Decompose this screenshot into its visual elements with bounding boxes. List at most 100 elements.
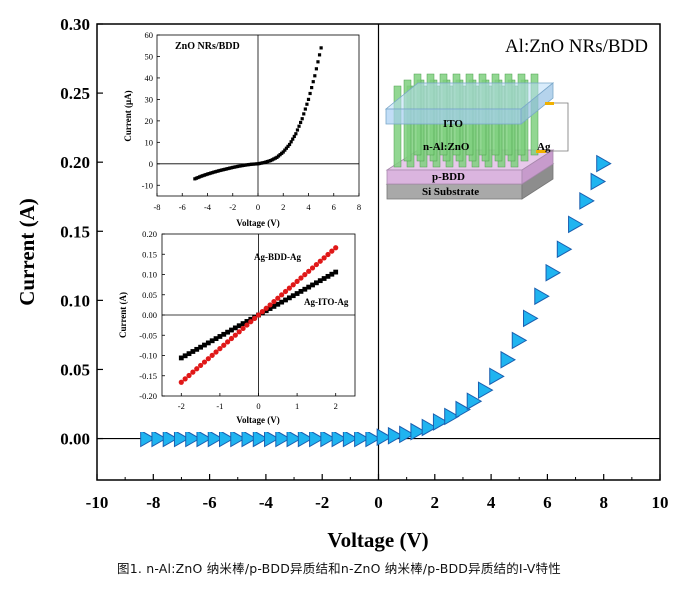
inset2-point-ag-ito-ag (217, 334, 223, 339)
inset2-point-ag-bdd-ag (240, 325, 246, 332)
main-x-tick-label: 10 (652, 493, 669, 512)
inset1-x-tick-label: -8 (153, 202, 160, 212)
inset2-point-ag-bdd-ag (232, 332, 238, 338)
main-y-tick-label: 0.30 (60, 15, 90, 34)
inset1-data-point (295, 128, 300, 132)
main-x-tick-label: -4 (259, 493, 274, 512)
main-y-tick-label: 0.10 (60, 291, 90, 310)
pbdd-label: p-BDD (432, 171, 465, 183)
inset1-y-tick-label: 30 (145, 94, 154, 104)
inset2-point-ag-bdd-ag (313, 261, 319, 268)
inset1-data-point (289, 140, 293, 144)
inset2-point-ag-ito-ag (310, 282, 315, 288)
inset2-point-ag-bdd-ag (213, 349, 219, 355)
main-data-point (489, 367, 505, 386)
inset2-y-tick-label: 0.20 (142, 229, 157, 239)
inset2-point-ag-ito-ag (302, 286, 308, 292)
inset2-point-ag-bdd-ag (298, 275, 304, 281)
inset2-point-ag-bdd-ag (217, 346, 223, 352)
inset2-point-ag-ito-ag (225, 329, 231, 335)
inset2-point-ag-ito-ag (178, 355, 184, 361)
inset2-point-ag-bdd-ag (190, 369, 196, 375)
inset2-point-ag-ito-ag (275, 301, 281, 307)
main-x-tick-label: 8 (599, 493, 608, 512)
inset1-y-tick-label: 60 (145, 30, 154, 40)
main-y-tick-label: 0.00 (60, 430, 90, 449)
inset2-x-tick-label: 2 (334, 401, 338, 411)
ag-contact-top (545, 102, 554, 105)
inset2-point-ag-ito-ag (317, 278, 323, 284)
inset1-y-tick-label: 40 (145, 73, 154, 83)
inset2-y-axis-label: Current (A) (118, 292, 128, 338)
main-data-point (173, 429, 190, 448)
inset2-point-ag-ito-ag (236, 323, 242, 329)
main-data-point (579, 192, 595, 210)
inset2-point-ag-bdd-ag (244, 322, 250, 328)
inset2-point-ag-bdd-ag (302, 272, 308, 278)
inset1-data-point (291, 137, 295, 141)
inset2-point-ag-bdd-ag (209, 352, 215, 358)
ito-label: ITO (443, 118, 463, 130)
inset1-x-tick-label: -2 (229, 202, 236, 212)
inset2-point-ag-bdd-ag (201, 359, 208, 365)
nrs-label: n-Al:ZnO (423, 141, 470, 153)
ag-label: Ag (537, 141, 551, 153)
inset2-point-ag-ito-ag (213, 336, 219, 342)
inset2-point-ag-ito-ag (279, 299, 285, 305)
nanorod (393, 85, 402, 168)
main-data-point (275, 429, 291, 448)
main-data-point (151, 429, 167, 448)
inset1-data-point (308, 91, 312, 96)
main-chart-title: Al:ZnO NRs/BDD (505, 36, 648, 57)
inset1-data-point (319, 46, 323, 50)
pbdd-side (521, 149, 554, 185)
inset2-point-ag-bdd-ag (333, 245, 339, 251)
inset2-point-ag-bdd-ag (286, 285, 292, 291)
inset1-x-tick-label: -6 (179, 202, 186, 212)
inset2-point-ag-bdd-ag (228, 335, 235, 342)
inset2-point-ag-ito-ag (283, 297, 288, 303)
inset2-x-tick-label: 0 (256, 401, 260, 411)
inset2-point-ag-ito-ag (267, 306, 273, 311)
main-data-point (596, 154, 612, 173)
inset2-point-ag-bdd-ag (194, 366, 200, 372)
inset1-data-point (317, 53, 322, 57)
main-x-tick-label: 4 (487, 493, 496, 512)
main-data-point (500, 350, 516, 369)
inset2-point-ag-bdd-ag (263, 305, 269, 311)
inset2-point-ag-ito-ag (314, 280, 319, 286)
inset2-point-ag-ito-ag (244, 319, 250, 324)
inset1-background (118, 33, 373, 199)
substrate-label: Si Substrate (422, 186, 479, 198)
wire (546, 102, 569, 152)
inset1-data-point (303, 107, 307, 111)
main-data-point (140, 429, 156, 448)
ito-side (520, 82, 554, 125)
inset2-point-ag-bdd-ag (282, 288, 289, 295)
inset1-data-point (305, 102, 309, 106)
inset2-point-ag-ito-ag (321, 276, 327, 281)
inset1-y-axis-label: Current (μA) (123, 90, 133, 141)
main-data-point (511, 331, 528, 350)
inset2-point-ag-bdd-ag (178, 379, 184, 385)
inset1-x-tick-label: 2 (281, 202, 285, 212)
inset1-x-tick-label: 6 (332, 202, 336, 212)
inset2-y-tick-label: 0.10 (142, 270, 157, 280)
main-data-point (365, 429, 381, 448)
main-x-tick-label: 2 (431, 493, 440, 512)
inset2-point-ag-ito-ag (333, 269, 339, 275)
main-x-axis-label: Voltage (V) (327, 528, 428, 552)
inset2-point-ag-ito-ag (182, 353, 188, 359)
main-x-tick-label: -10 (86, 493, 109, 512)
inset2-point-ag-ito-ag (271, 304, 277, 309)
inset2-legend-ag-ito-ag: Ag-ITO-Ag (304, 297, 349, 307)
inset2-background (118, 228, 373, 432)
inset2-y-tick-label: 0.00 (142, 310, 157, 320)
inset1-y-tick-label: 10 (145, 137, 154, 147)
inset2-point-ag-ito-ag (290, 293, 296, 299)
main-data-point (297, 429, 314, 448)
main-y-tick-label: 0.20 (60, 153, 90, 172)
inset2-point-ag-ito-ag (194, 346, 200, 352)
inset2-point-ag-ito-ag (202, 342, 207, 348)
